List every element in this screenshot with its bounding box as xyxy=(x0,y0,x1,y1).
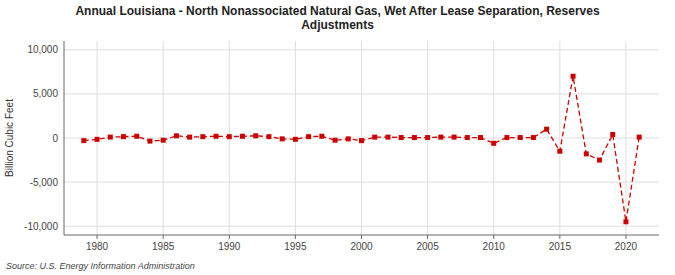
tick-label: 1995 xyxy=(284,241,307,252)
tick-mark xyxy=(625,235,626,239)
marker xyxy=(557,149,562,154)
marker xyxy=(412,135,417,140)
tick-mark xyxy=(97,235,98,239)
marker xyxy=(438,135,443,140)
marker xyxy=(95,137,100,142)
source: Source: U.S. Energy Information Administ… xyxy=(6,261,195,271)
marker xyxy=(544,127,549,132)
tick-mark xyxy=(361,235,362,239)
grid-line xyxy=(493,41,494,235)
tick-label: 2020 xyxy=(615,241,638,252)
marker xyxy=(200,134,205,139)
tick-mark xyxy=(163,235,164,239)
marker xyxy=(81,138,86,143)
marker xyxy=(399,135,404,140)
marker xyxy=(147,139,152,144)
marker xyxy=(465,135,470,140)
marker xyxy=(187,135,192,140)
marker xyxy=(584,151,589,156)
tick-mark xyxy=(493,235,494,239)
y-axis-label: Billion Cubic Feet xyxy=(4,99,15,177)
tick-label: 1990 xyxy=(218,241,241,252)
tick-label: -5,000 xyxy=(30,177,59,188)
tick-label: 2005 xyxy=(416,241,439,252)
marker xyxy=(504,135,509,140)
marker xyxy=(306,134,311,139)
marker xyxy=(333,138,338,143)
tick-mark xyxy=(427,235,428,239)
tick-label: 1980 xyxy=(86,241,109,252)
marker xyxy=(531,135,536,140)
marker xyxy=(491,141,496,146)
marker xyxy=(280,136,285,141)
tick-label: -10,000 xyxy=(24,221,58,232)
marker xyxy=(346,136,351,141)
marker xyxy=(253,133,258,138)
marker xyxy=(227,134,232,139)
marker xyxy=(214,134,219,139)
marker xyxy=(108,135,113,140)
tick-label: 2015 xyxy=(549,241,572,252)
marker xyxy=(452,135,457,140)
title: Annual Louisiana - North Nonassociated N… xyxy=(75,4,599,32)
marker xyxy=(121,134,126,139)
marker xyxy=(637,135,642,140)
marker xyxy=(623,219,628,224)
marker xyxy=(597,158,602,163)
tick-mark xyxy=(559,235,560,239)
x-axis-line xyxy=(64,235,659,236)
plot-data xyxy=(81,74,641,225)
marker xyxy=(610,132,615,137)
marker xyxy=(359,138,364,143)
y-axis-line xyxy=(64,41,65,235)
chart: Annual Louisiana - North Nonassociated N… xyxy=(0,0,675,275)
tick-mark xyxy=(229,235,230,239)
marker xyxy=(174,133,179,138)
tick-label: 2000 xyxy=(350,241,373,252)
grid-line xyxy=(361,41,362,235)
grid-line xyxy=(625,41,626,235)
tick-label: 1985 xyxy=(152,241,175,252)
tick-label: 2010 xyxy=(483,241,506,252)
marker xyxy=(478,135,483,140)
marker xyxy=(293,137,298,142)
grid xyxy=(64,41,659,235)
marker xyxy=(161,138,166,143)
marker xyxy=(571,74,576,79)
marker xyxy=(134,134,139,139)
line xyxy=(84,76,639,222)
grid-line xyxy=(559,41,560,235)
axes: -10,000 -5,000 0 5,000 10,000 1980 1985 1990 199… xyxy=(24,41,659,252)
marker xyxy=(372,135,377,140)
marker xyxy=(518,135,523,140)
marker xyxy=(240,134,245,139)
marker xyxy=(319,134,324,139)
tick-mark xyxy=(295,235,296,239)
marker xyxy=(385,135,390,140)
marker xyxy=(425,135,430,140)
marker xyxy=(266,134,271,139)
tick-label: 10,000 xyxy=(27,44,58,55)
tick-label: 5,000 xyxy=(33,88,58,99)
tick-label: 0 xyxy=(52,133,58,144)
